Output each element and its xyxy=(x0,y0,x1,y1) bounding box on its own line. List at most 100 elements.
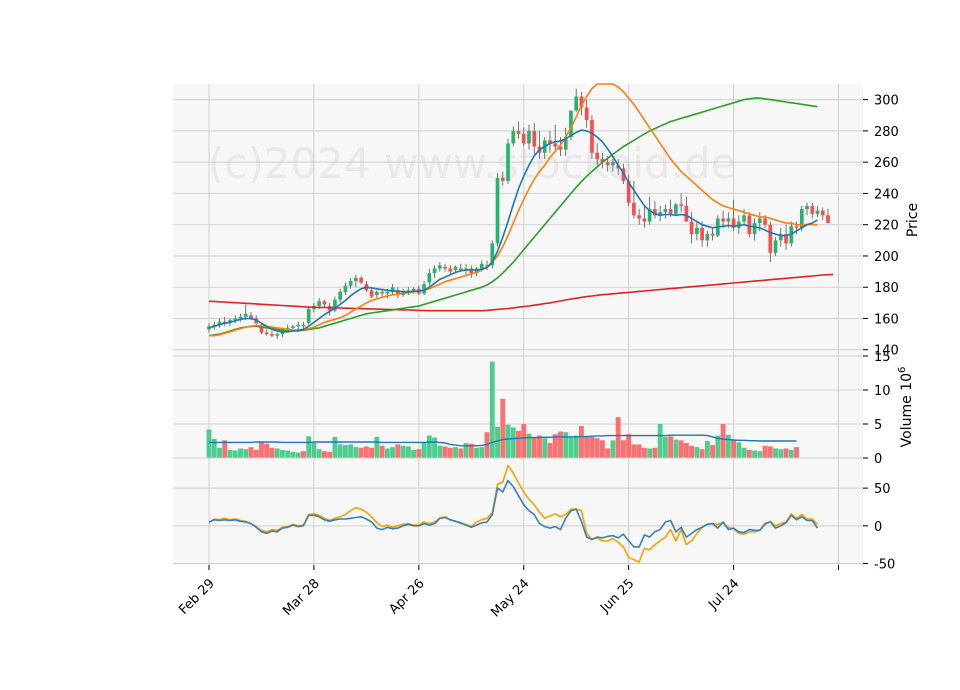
candle-down xyxy=(826,215,830,224)
volume-bar xyxy=(468,443,474,458)
x-tick-label: Jun 25 xyxy=(597,576,637,616)
volume-bar xyxy=(516,430,521,458)
volume-bar xyxy=(243,449,249,458)
volume-bar xyxy=(794,447,799,458)
candle-up xyxy=(647,209,652,222)
volume-bar xyxy=(390,447,396,458)
volume-bar xyxy=(699,449,705,458)
volume-bar xyxy=(573,435,579,458)
volume-bar xyxy=(752,450,757,458)
candle-down xyxy=(616,165,621,169)
sma-long-line xyxy=(208,97,818,337)
volume-bar xyxy=(353,447,359,458)
candle-up xyxy=(695,227,699,235)
volume-bar xyxy=(720,424,726,458)
candle-down xyxy=(270,334,274,336)
candle-up xyxy=(799,209,804,228)
volume-bar xyxy=(568,437,574,458)
y-tick-label: 160 xyxy=(874,312,899,327)
volume-bar xyxy=(584,436,590,458)
candle-down xyxy=(443,266,447,269)
candle-up xyxy=(243,313,248,317)
candle-down xyxy=(653,209,657,216)
volume-bar xyxy=(411,449,417,458)
volume-bar xyxy=(757,451,763,458)
volume-bar xyxy=(227,449,233,458)
candle-down xyxy=(784,234,788,244)
y-tick-label: 200 xyxy=(874,250,899,265)
candle-up xyxy=(815,210,820,214)
volume-bar xyxy=(662,436,668,458)
y-tick-label: 15 xyxy=(874,350,891,365)
volume-bar xyxy=(710,445,716,458)
volume-bar xyxy=(232,450,238,458)
volume-bar xyxy=(526,433,532,458)
candle-up xyxy=(306,309,311,324)
candle-up xyxy=(333,299,337,311)
candle-up xyxy=(611,162,615,166)
x-tick-label: Feb 29 xyxy=(176,576,218,618)
volume-bar xyxy=(264,443,270,458)
volume-bar xyxy=(269,447,275,458)
candle-down xyxy=(637,215,641,219)
candle-up xyxy=(217,321,222,325)
volume-bar xyxy=(594,438,600,458)
candle-down xyxy=(747,215,752,235)
candle-down xyxy=(710,234,715,236)
volume-bar xyxy=(589,436,595,458)
candle-down xyxy=(553,143,558,147)
volume-bar xyxy=(384,448,390,458)
candle-up xyxy=(338,291,342,300)
volume-bar xyxy=(605,448,611,458)
volume-bar xyxy=(400,445,406,458)
candle-up xyxy=(563,137,568,150)
candle-down xyxy=(359,277,363,283)
y-tick-label: 220 xyxy=(874,219,899,234)
candle-down xyxy=(731,218,736,228)
volume-bar xyxy=(300,451,306,458)
x-tick-label: Jul 24 xyxy=(705,576,742,613)
sma-mid-line xyxy=(209,83,818,337)
volume-bar xyxy=(762,445,768,458)
volume-bar xyxy=(725,434,731,458)
candle-down xyxy=(679,204,683,206)
volume-bar xyxy=(321,451,327,458)
volume-bar xyxy=(652,447,658,458)
candle-down xyxy=(548,140,552,144)
y-tick-label: 0 xyxy=(874,520,882,535)
candle-down xyxy=(605,162,610,166)
watermark: (c)2024 www.stockoid.de xyxy=(208,139,737,188)
candle-up xyxy=(569,110,573,138)
volume-bar xyxy=(631,444,637,458)
candle-up xyxy=(805,205,809,210)
volume-bar xyxy=(416,449,422,458)
candle-down xyxy=(768,224,773,253)
candle-up xyxy=(291,326,295,328)
volume-bar xyxy=(253,449,259,458)
volume-bar xyxy=(479,447,485,458)
volume-bar xyxy=(327,451,333,458)
volume-bar xyxy=(563,432,569,458)
y-tick-label: -50 xyxy=(874,557,895,572)
y-tick-label: 10 xyxy=(874,384,891,399)
y-tick-label: 280 xyxy=(874,125,899,140)
candle-down xyxy=(763,218,767,225)
volume-bar xyxy=(395,444,401,458)
volume-bar xyxy=(437,445,443,458)
moving-average-lines xyxy=(208,83,834,563)
candle-up xyxy=(663,209,668,213)
volume-average-line xyxy=(209,434,797,447)
volume-bar xyxy=(599,440,605,458)
volume-bar xyxy=(689,445,695,458)
candle-up xyxy=(474,268,479,274)
volume-bar xyxy=(783,448,789,458)
y-tick-label: 5 xyxy=(874,418,882,433)
volume-bar xyxy=(552,434,558,458)
candle-up xyxy=(385,291,390,294)
volume-bar xyxy=(238,448,243,458)
volume-bar xyxy=(510,427,516,458)
volume-bar xyxy=(285,450,291,458)
candle-up xyxy=(490,243,495,266)
candle-down xyxy=(794,226,799,228)
volume-bar xyxy=(636,444,642,458)
